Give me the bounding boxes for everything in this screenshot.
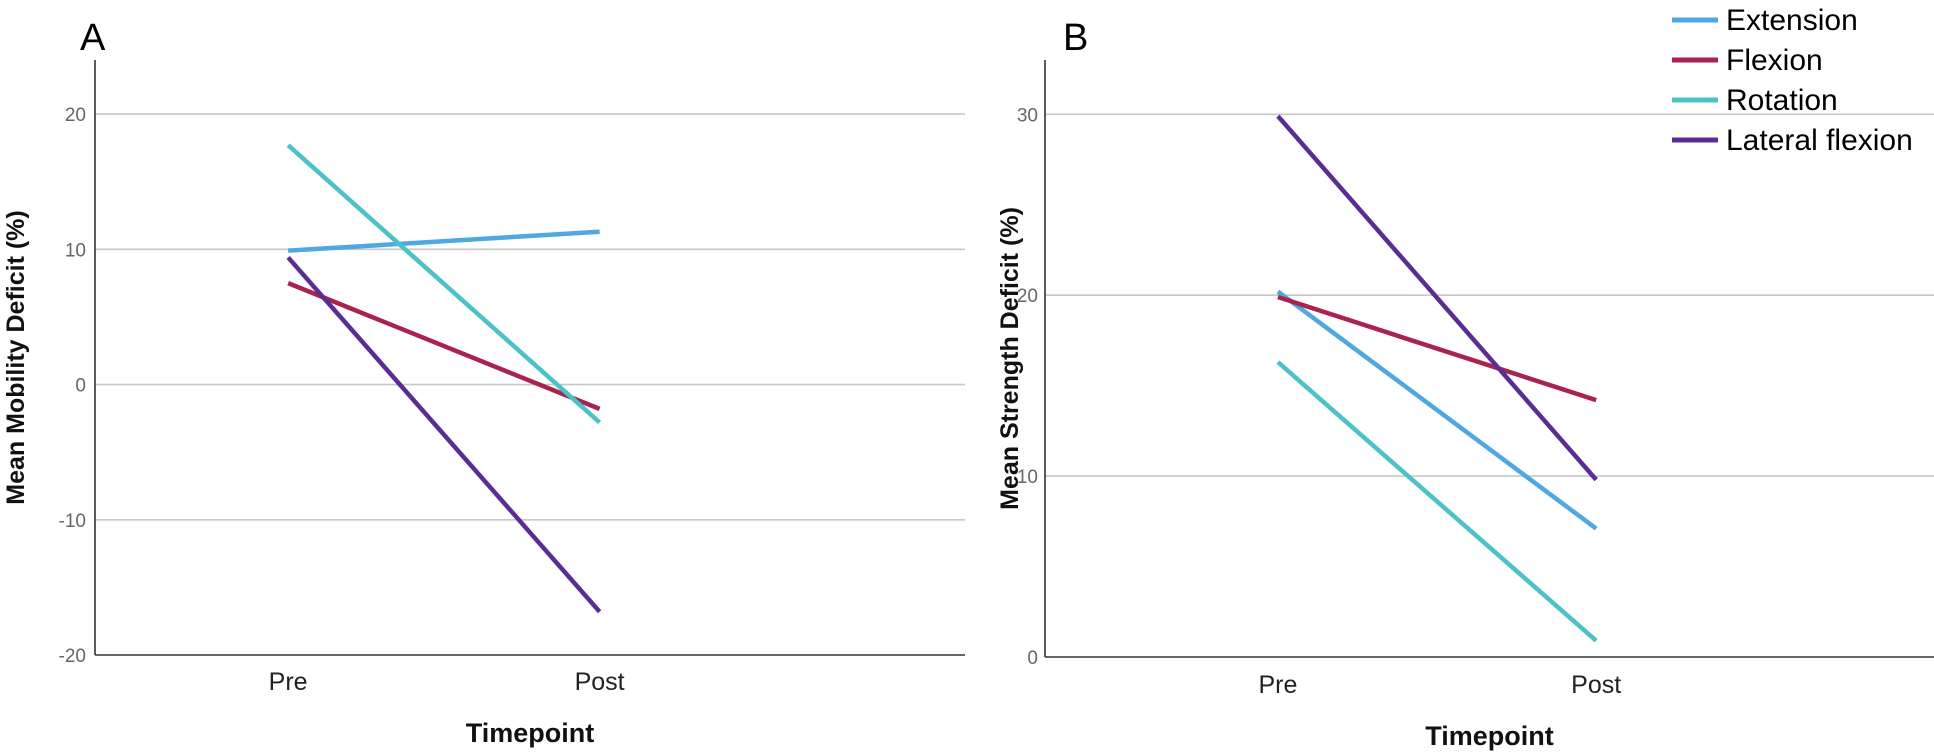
series-line-rotation xyxy=(1276,360,1598,643)
legend-label: Rotation xyxy=(1726,84,1838,117)
y-tick-label: 20 xyxy=(1017,286,1038,307)
y-tick-label: 30 xyxy=(1017,105,1038,126)
y-tick-label: 0 xyxy=(1027,648,1038,669)
panel-label: A xyxy=(80,17,106,59)
x-tick-label: Pre xyxy=(1258,671,1297,699)
x-axis-title: Timepoint xyxy=(1425,721,1554,751)
y-tick-label: 20 xyxy=(65,105,86,126)
series-line-lateral-flexion xyxy=(1276,114,1598,482)
series-line-extension xyxy=(288,229,600,253)
x-axis-title: Timepoint xyxy=(466,718,595,748)
x-tick-label: Post xyxy=(1571,671,1621,699)
legend-label: Extension xyxy=(1726,4,1858,37)
y-axis-title: Mean Strength Deficit (%) xyxy=(996,207,1024,510)
x-tick-label: Post xyxy=(575,668,625,696)
series-line-rotation xyxy=(286,143,602,425)
series-line-lateral-flexion xyxy=(286,255,602,614)
x-tick-label: Pre xyxy=(269,668,308,696)
legend-label: Lateral flexion xyxy=(1726,124,1913,157)
series-line-flexion xyxy=(1277,294,1597,403)
legend-label: Flexion xyxy=(1726,44,1823,77)
y-tick-label: 0 xyxy=(75,376,86,397)
y-tick-label: -20 xyxy=(59,646,86,667)
y-tick-label: 10 xyxy=(65,240,86,261)
panel-label: B xyxy=(1063,17,1088,59)
series-line-flexion xyxy=(287,281,601,411)
y-tick-label: -10 xyxy=(59,511,86,532)
y-axis-title: Mean Mobility Deficit (%) xyxy=(2,210,30,504)
y-tick-label: 10 xyxy=(1017,467,1038,488)
series-line-extension xyxy=(1276,289,1598,531)
